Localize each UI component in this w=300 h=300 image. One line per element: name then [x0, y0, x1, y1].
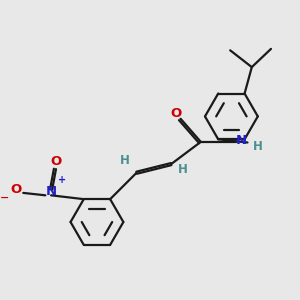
Text: H: H	[253, 140, 262, 153]
Text: O: O	[50, 155, 62, 168]
Text: +: +	[58, 175, 66, 185]
Text: H: H	[120, 154, 130, 167]
Text: O: O	[11, 183, 22, 196]
Text: O: O	[170, 107, 182, 120]
Text: −: −	[0, 193, 10, 203]
Text: H: H	[178, 164, 188, 176]
Text: N: N	[46, 185, 57, 198]
Text: N: N	[236, 134, 247, 147]
